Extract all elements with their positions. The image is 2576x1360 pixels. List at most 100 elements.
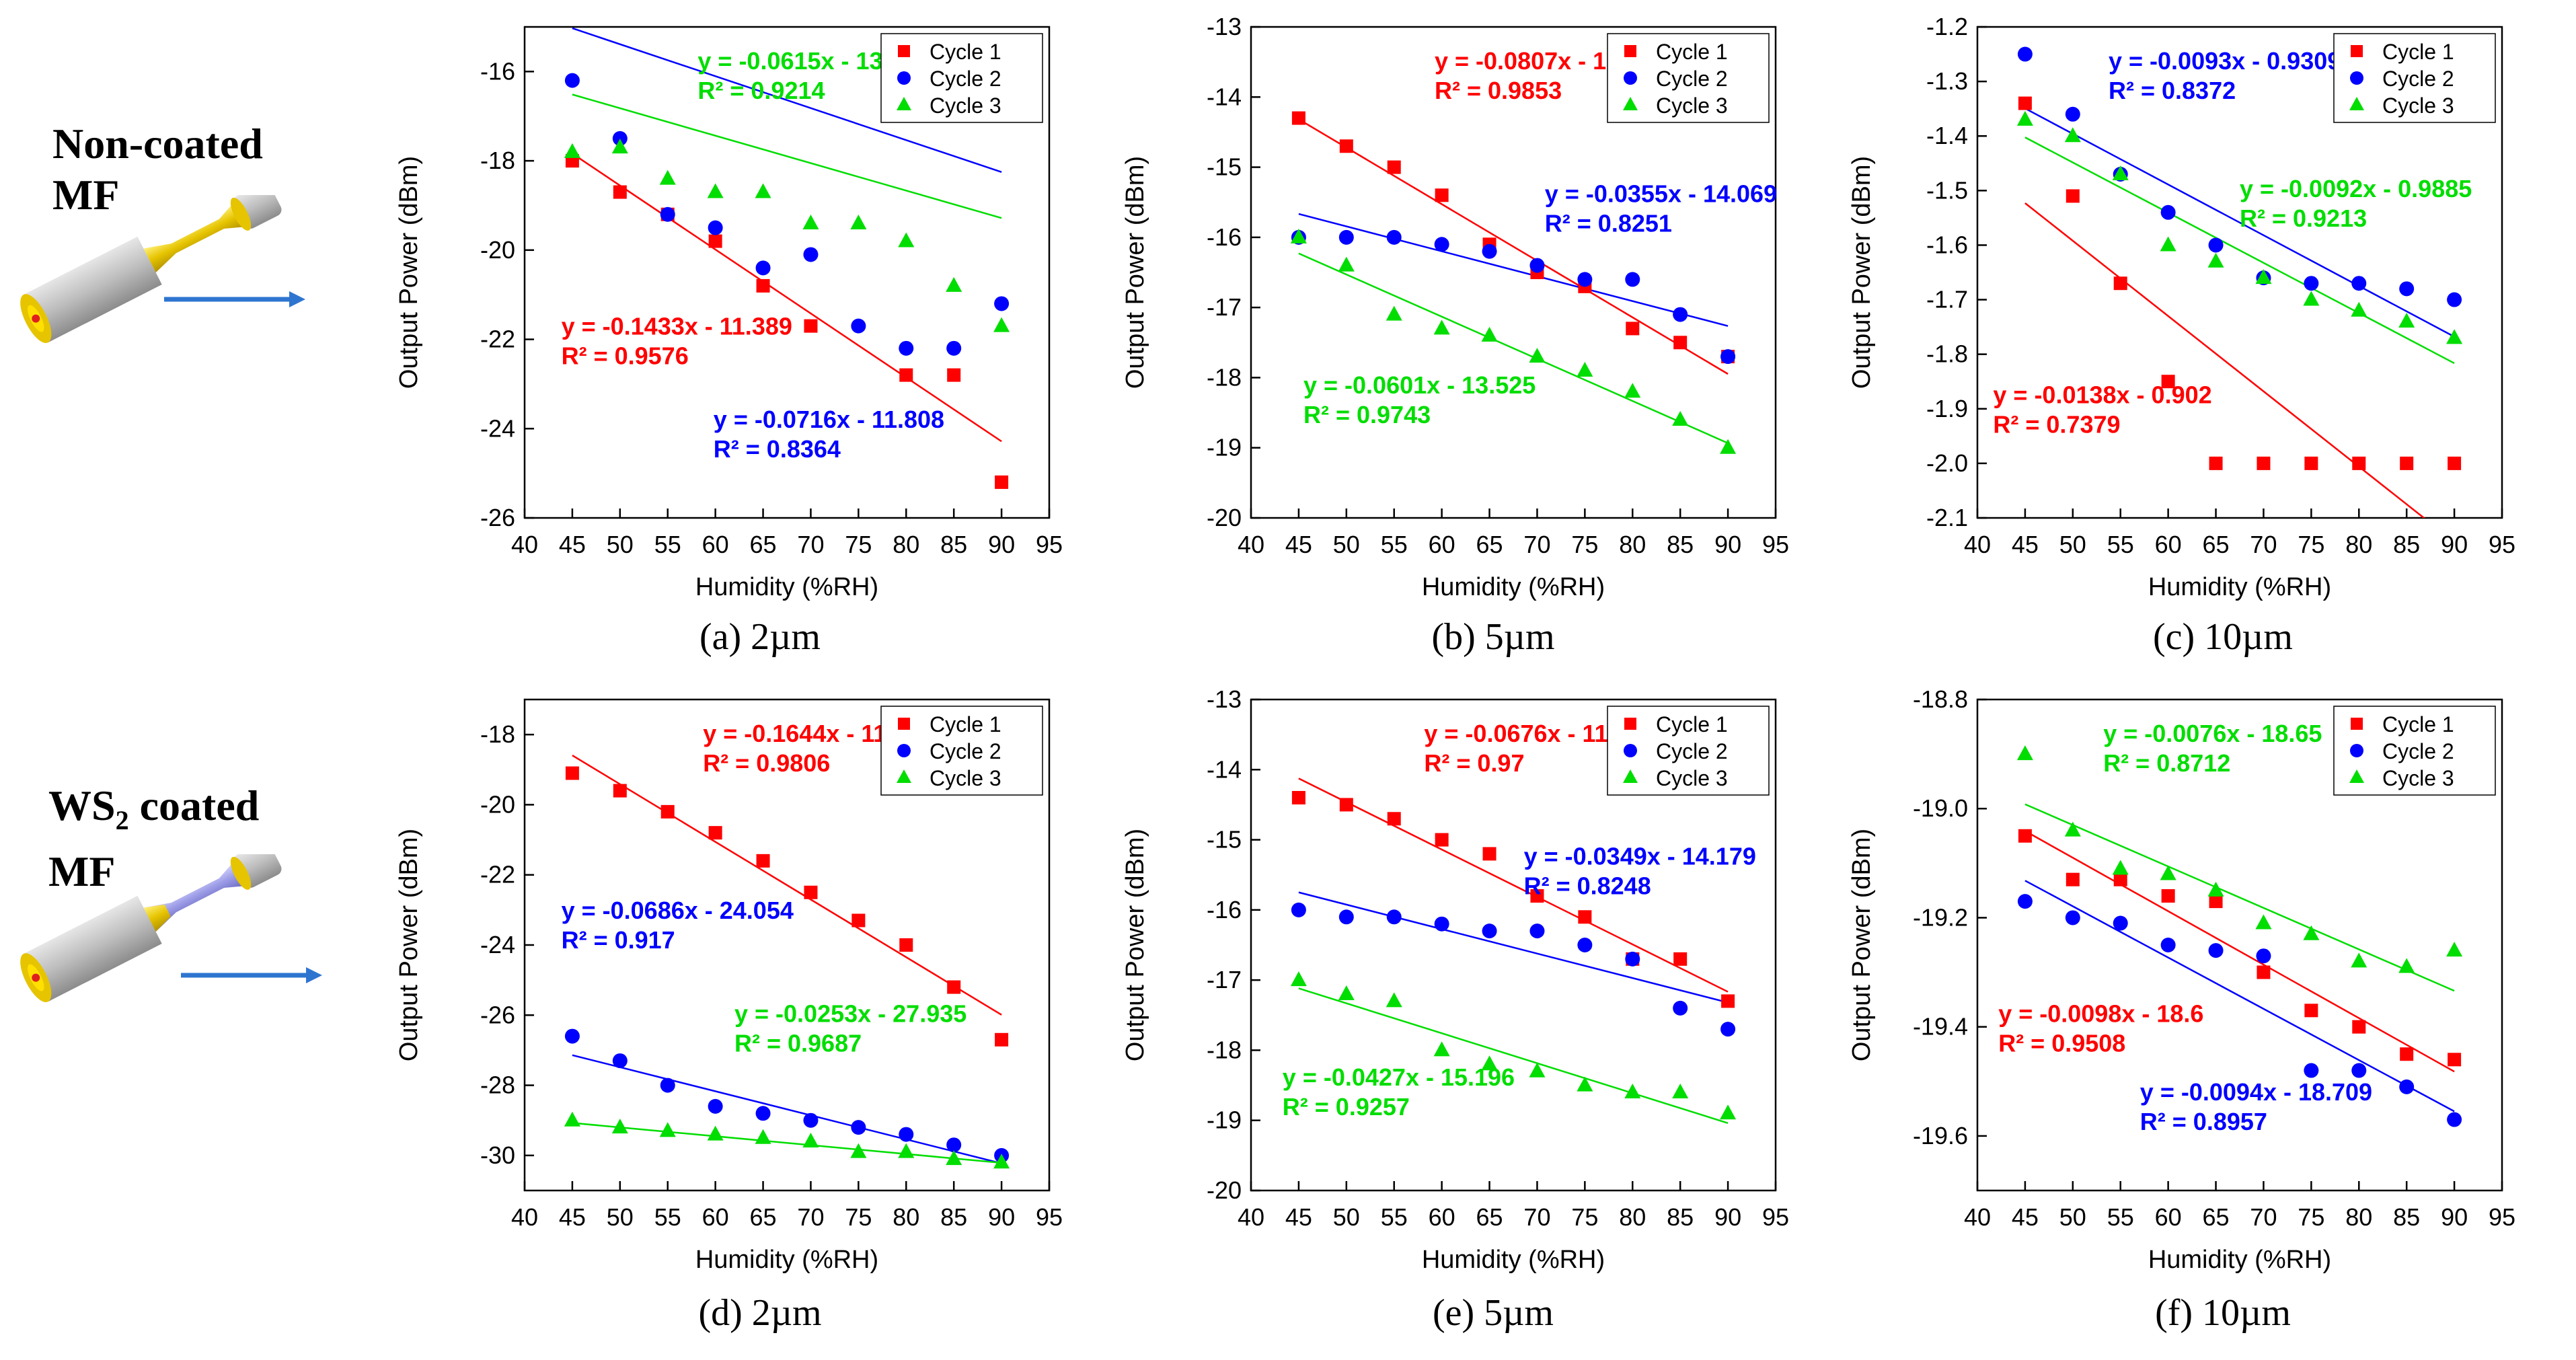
r-squared-cycle-1: R² = 0.9576	[562, 342, 689, 369]
data-point-cycle-3	[2446, 942, 2463, 957]
data-point-cycle-1	[708, 234, 722, 248]
fit-line-cycle-2	[2024, 108, 2455, 338]
data-point-cycle-3	[1386, 992, 1402, 1008]
data-point-cycle-2	[946, 1137, 962, 1153]
data-point-cycle-3	[2016, 745, 2033, 761]
y-tick-label: -22	[480, 861, 515, 889]
fit-equation-cycle-3: y = -0.0427x - 15.196	[1283, 1063, 1515, 1091]
y-tick-label: -18.8	[1913, 685, 1968, 713]
r-squared-cycle-1: R² = 0.9806	[703, 749, 830, 777]
fit-line-cycle-2	[572, 27, 1002, 173]
data-point-cycle-2	[994, 296, 1010, 311]
data-point-cycle-1	[804, 319, 818, 333]
y-tick-label: -26	[480, 504, 515, 531]
data-point-cycle-1	[1291, 111, 1305, 125]
data-point-cycle-2	[2065, 910, 2080, 925]
x-tick-label: 95	[1762, 1203, 1789, 1231]
data-point-cycle-3	[1338, 985, 1355, 1000]
x-axis-label: Humidity (%RH)	[695, 1246, 878, 1274]
y-axis-label: Output Power (dBm)	[395, 156, 423, 389]
data-point-cycle-3	[1672, 411, 1689, 426]
data-point-cycle-3	[2160, 865, 2176, 880]
data-point-cycle-3	[850, 1143, 867, 1158]
data-point-cycle-1	[899, 938, 913, 952]
data-point-cycle-2	[1338, 909, 1354, 925]
fit-line-cycle-2	[572, 1054, 1002, 1164]
data-point-cycle-1	[995, 1032, 1009, 1047]
data-point-cycle-2	[2304, 1063, 2319, 1078]
y-tick-label: -13	[1207, 13, 1242, 40]
x-tick-label: 45	[559, 531, 586, 558]
data-point-cycle-3	[755, 183, 771, 198]
data-point-cycle-2	[2065, 106, 2080, 122]
data-point-cycle-3	[850, 215, 867, 229]
y-tick-label: -16	[1207, 223, 1242, 251]
data-point-cycle-2	[2447, 292, 2462, 307]
chart-panel-d: 40 45 50 55 60 65 70 75 80 85 90 95 -30 -28 -26 -24 -22 -…	[395, 698, 1063, 1274]
y-axis-label: Output Power (dBm)	[1121, 156, 1149, 389]
data-point-cycle-2	[1673, 307, 1688, 322]
fiber-body-top	[20, 195, 282, 343]
legend-label-3: Cycle 3	[930, 766, 1001, 790]
x-tick-label: 95	[2489, 1203, 2515, 1231]
x-axis-label: Humidity (%RH)	[1422, 1246, 1605, 1274]
y-tick-label: -2.0	[1926, 449, 1968, 477]
x-tick-label: 55	[654, 1203, 681, 1231]
y-tick-label: -1.9	[1926, 395, 1968, 422]
y-axis-label: Output Power (dBm)	[1848, 829, 1876, 1061]
data-point-cycle-2	[899, 340, 914, 356]
x-tick-label: 70	[2250, 1203, 2277, 1231]
y-tick-label: -20	[480, 790, 515, 818]
row-label-ws2-line-2: MF	[48, 847, 116, 895]
r-squared-cycle-3: R² = 0.8712	[2103, 749, 2230, 777]
data-point-cycle-1	[2352, 1020, 2366, 1034]
y-tick-label: -20	[480, 236, 515, 264]
arrow-icon-bottom	[181, 967, 322, 983]
data-point-cycle-3	[2398, 313, 2415, 328]
x-tick-label: 60	[702, 531, 729, 558]
data-point-cycle-3	[1481, 1055, 1498, 1071]
x-tick-label: 75	[2298, 531, 2324, 558]
x-tick-label: 90	[988, 1203, 1015, 1231]
data-point-cycle-3	[2112, 165, 2129, 180]
x-tick-label: 55	[1381, 1203, 1408, 1231]
x-tick-label: 80	[1619, 1203, 1646, 1231]
fiber-illustration-top	[20, 195, 282, 343]
data-point-cycle-1	[1578, 910, 1592, 924]
data-point-cycle-3	[1720, 439, 1737, 454]
fit-line-cycle-2	[1298, 213, 1729, 327]
data-point-cycle-2	[612, 130, 628, 146]
data-point-cycle-3	[898, 232, 915, 248]
data-point-cycle-3	[1481, 326, 1498, 342]
y-tick-label: -19.2	[1913, 903, 1968, 931]
data-point-cycle-1	[804, 885, 818, 899]
data-point-cycle-1	[851, 913, 866, 928]
x-tick-label: 95	[1036, 531, 1063, 558]
data-point-cycle-3	[2064, 821, 2081, 837]
caption-a: (a) 2µm	[699, 616, 821, 658]
x-axis-label: Humidity (%RH)	[2148, 1246, 2331, 1274]
fit-equation-cycle-3: y = -0.0601x - 13.525	[1303, 371, 1536, 399]
data-point-cycle-2	[1291, 902, 1306, 917]
y-tick-label: -14	[1207, 755, 1242, 783]
x-tick-label: 55	[2107, 1203, 2134, 1231]
data-point-cycle-1	[1435, 833, 1449, 847]
fit-line-cycle-1	[572, 153, 1002, 443]
data-point-cycle-2	[2351, 1063, 2367, 1078]
data-point-cycle-2	[899, 1127, 914, 1142]
fit-line-cycle-3	[2024, 137, 2455, 365]
y-tick-label: -19	[1207, 1106, 1242, 1134]
plot-frame	[1976, 26, 2503, 519]
fit-equation-cycle-2: y = -0.0093x - 0.9309	[2109, 47, 2341, 75]
fit-equation-cycle-2: y = -0.0716x - 11.808	[714, 406, 944, 433]
data-point-cycle-3	[993, 1154, 1010, 1169]
coated-text: coated	[128, 782, 260, 829]
fiber-illustration-bottom	[20, 854, 282, 1002]
x-tick-label: 75	[1571, 1203, 1598, 1231]
data-point-cycle-2	[1338, 229, 1354, 245]
legend-label-1: Cycle 1	[1656, 712, 1728, 736]
x-tick-label: 75	[1571, 531, 1598, 558]
chart-panel-a: 40 45 50 55 60 65 70 75 80 85 90 95 -26 -24 -22 -20 -18 -…	[395, 26, 1063, 601]
x-tick-label: 50	[607, 1203, 634, 1231]
x-tick-label: 75	[845, 1203, 872, 1231]
